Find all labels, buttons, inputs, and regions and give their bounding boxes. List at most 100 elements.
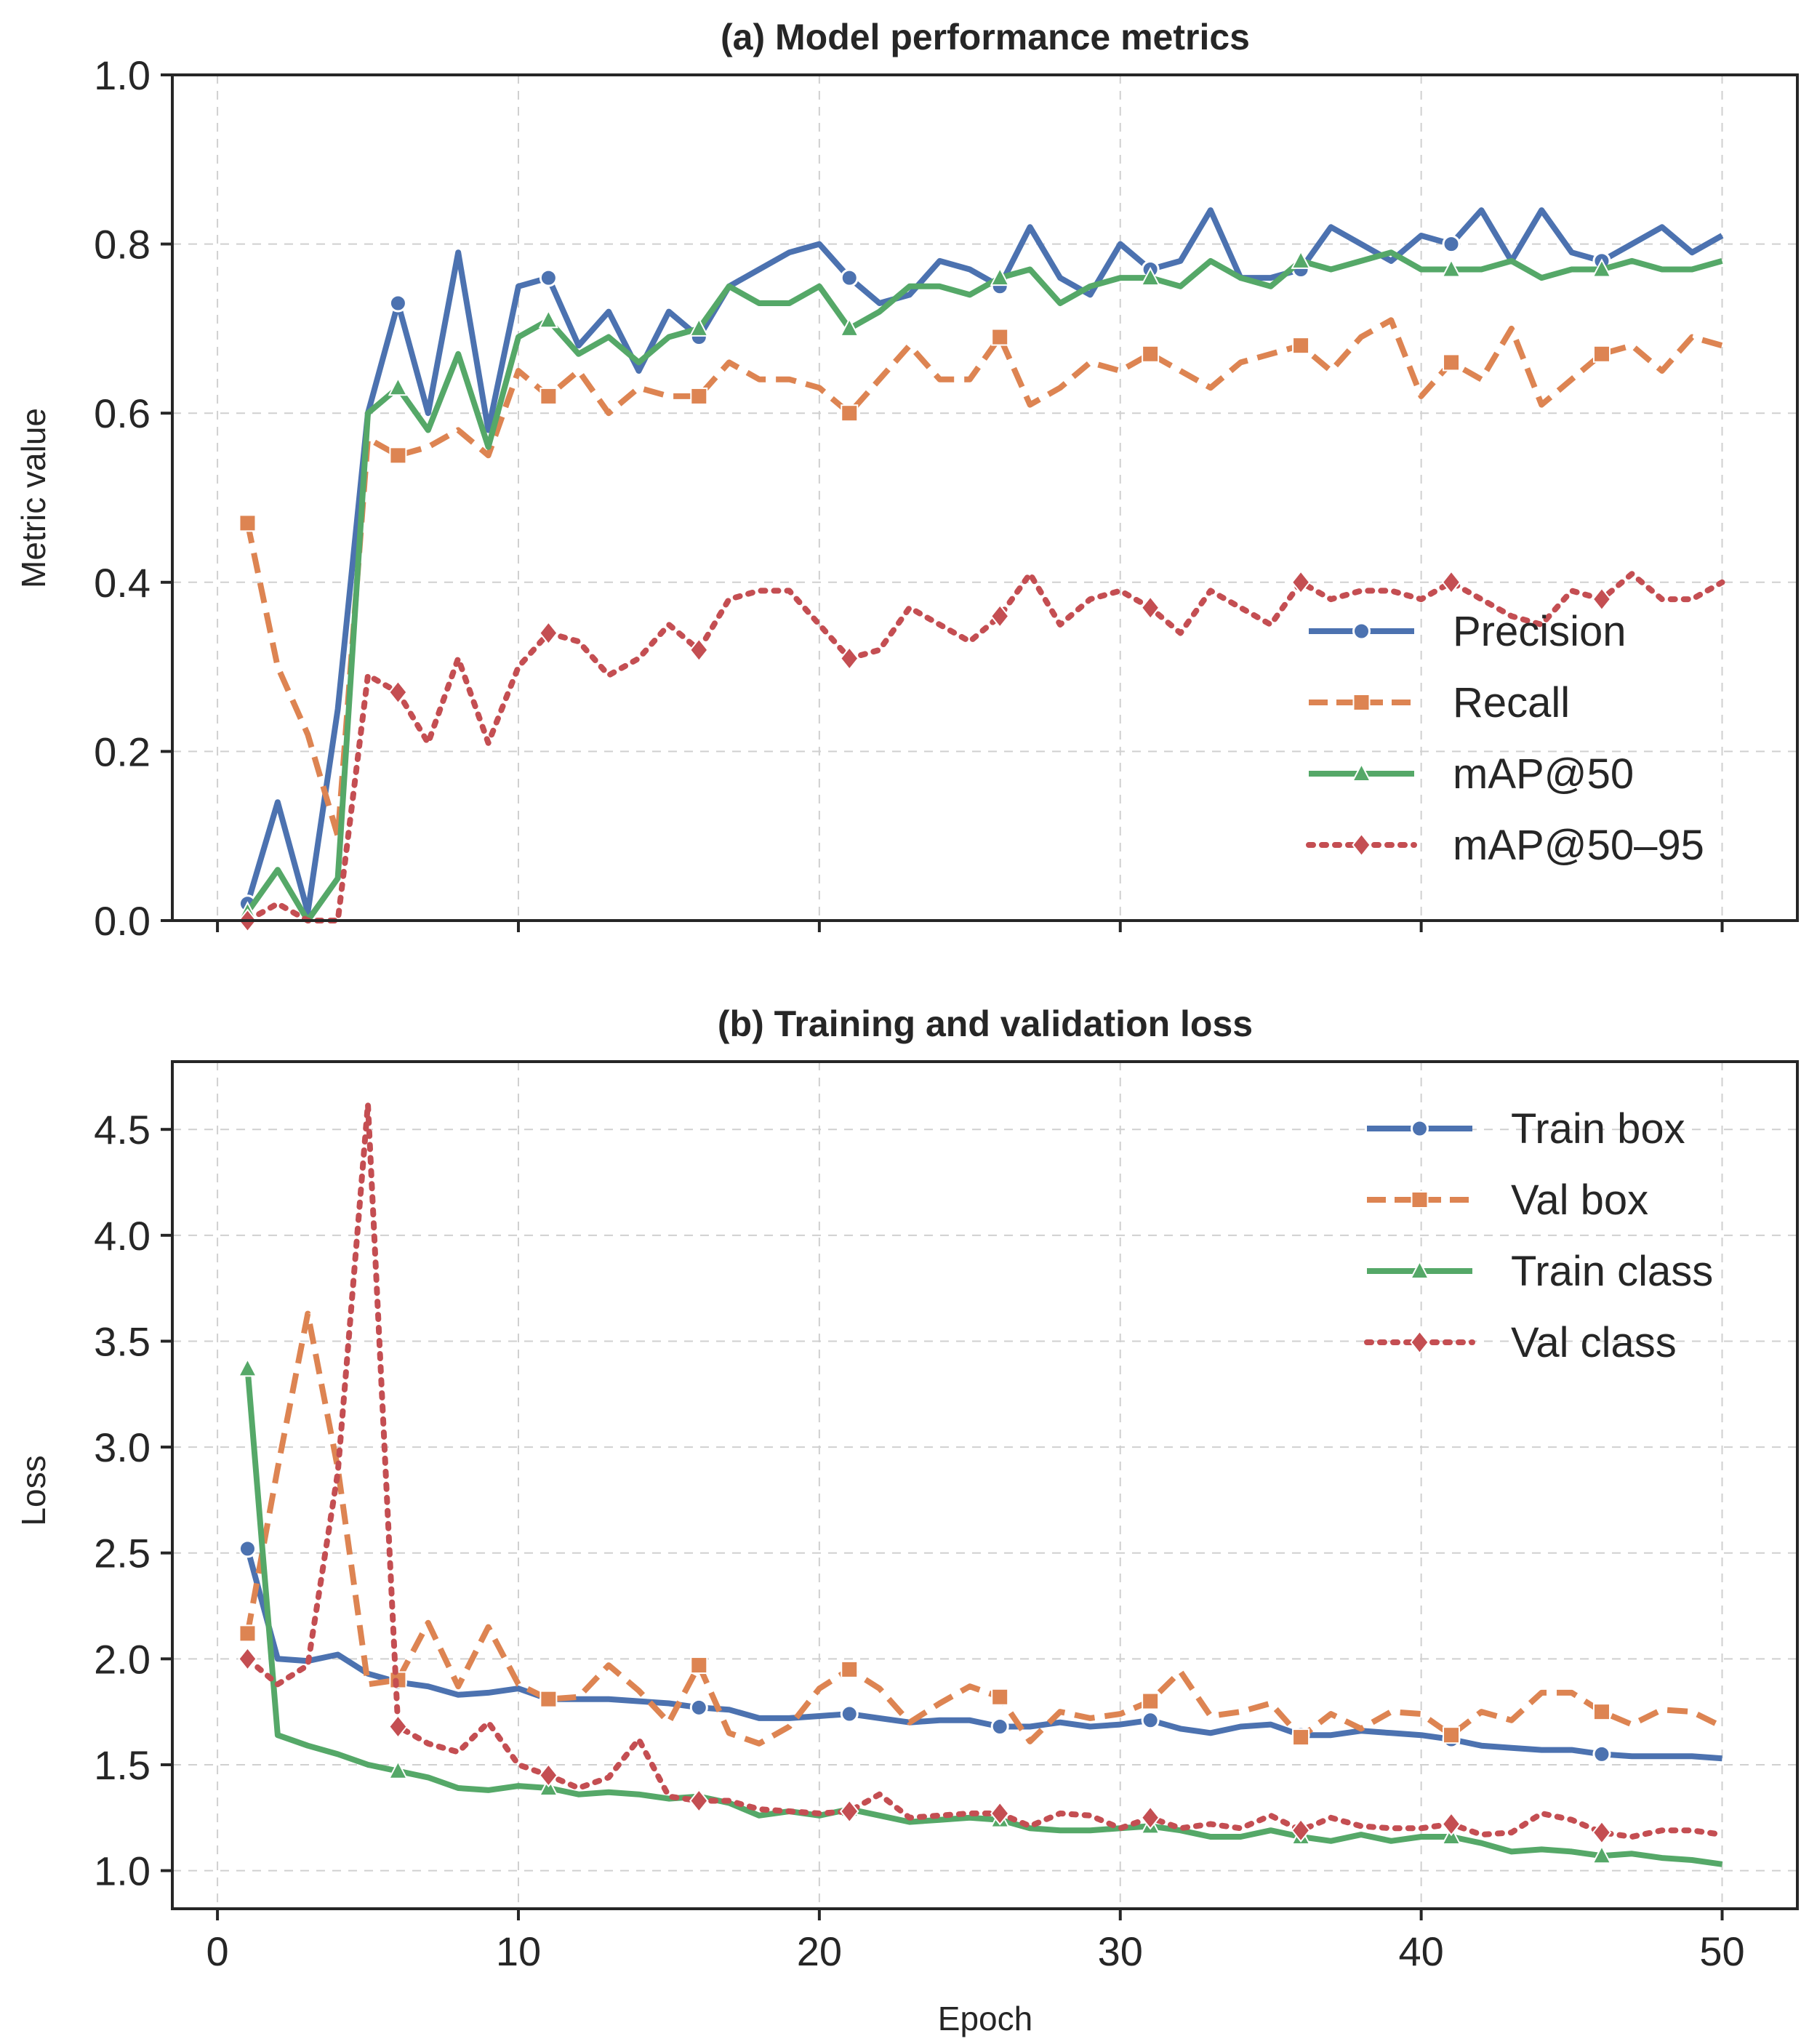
panel-a-legend: Precision Recall mAP@50 mAP@50–95 xyxy=(1306,608,1704,869)
panel-a-series-1-point xyxy=(841,404,859,422)
panel-b-xlabel: Epoch xyxy=(938,2000,1032,2037)
panel-a-series-3-point xyxy=(388,680,408,705)
panel-b-ytick-label: 4.5 xyxy=(94,1107,151,1153)
panel-b-series-1-point xyxy=(1592,1703,1611,1721)
panel-b-xtick-label: 50 xyxy=(1699,1928,1744,1974)
panel-b-ytick-label: 1.0 xyxy=(94,1848,151,1894)
panel-b-legend-marker-1 xyxy=(1411,1191,1429,1209)
panel-a-metrics: (a) Model performance metrics 0.00.20.40… xyxy=(15,17,1799,944)
panel-b-series-1-point xyxy=(238,1624,257,1643)
panel-a-title: (a) Model performance metrics xyxy=(721,17,1250,57)
panel-b-xtick-label: 40 xyxy=(1398,1928,1443,1974)
panel-b-series-3-point xyxy=(1441,1811,1461,1837)
panel-b-series xyxy=(237,1101,1725,1867)
panel-a-series-0-point xyxy=(1442,235,1461,254)
panel-b-series-3-point xyxy=(1592,1820,1612,1845)
panel-a-legend-label-2: mAP@50 xyxy=(1453,750,1634,798)
panel-b-xtick-label: 20 xyxy=(797,1928,842,1974)
panel-b-series-0-point xyxy=(840,1704,859,1723)
panel-b-series-1-point xyxy=(991,1688,1009,1706)
panel-a-series xyxy=(237,207,1725,933)
panel-a-series-2-point xyxy=(1592,258,1612,278)
panel-a-series-1-point xyxy=(991,328,1009,346)
panel-a-legend-marker-2 xyxy=(1351,762,1372,782)
panel-a-ytick-label: 0.4 xyxy=(94,560,151,606)
panel-b-series-0-point xyxy=(689,1698,708,1717)
panel-a-series-line-1 xyxy=(244,317,1723,839)
panel-a-series-1-point xyxy=(238,514,257,532)
panel-a-legend-marker-3 xyxy=(1352,833,1371,857)
panel-a-grid xyxy=(172,74,1797,921)
panel-a-series-1-point xyxy=(690,387,708,405)
panel-a-series-3-point xyxy=(1291,570,1311,595)
panel-a-series-1-point xyxy=(389,446,407,465)
panel-a-series-1-point xyxy=(1292,337,1310,355)
panel-b-legend-label-3: Val class xyxy=(1511,1319,1677,1366)
panel-b-ytick-label: 3.5 xyxy=(94,1318,151,1364)
panel-b-ytick-label: 3.0 xyxy=(94,1424,151,1470)
panel-a-ytick-label: 0.2 xyxy=(94,729,151,774)
panel-a-series-0-point xyxy=(539,268,558,287)
panel-b-loss: (b) Training and validation loss 0 10 20 30… xyxy=(15,1003,1799,2037)
panel-a-series-2-point xyxy=(839,317,859,337)
panel-a-series-3-point xyxy=(839,646,859,671)
panel-b-series-1-point xyxy=(1142,1692,1160,1710)
panel-a-series-3-point xyxy=(1592,587,1612,612)
panel-b-series-3-point xyxy=(388,1714,408,1739)
panel-a-legend-label-1: Recall xyxy=(1453,679,1570,726)
panel-a-series-2-point xyxy=(990,266,1010,286)
panel-b-series-0-point xyxy=(1141,1711,1160,1730)
panel-a-series-1-point xyxy=(1443,353,1461,372)
panel-b-series-line-0 xyxy=(244,1547,1722,1762)
panel-b-series-3-point xyxy=(839,1799,859,1824)
panel-a-series-2-point xyxy=(388,377,409,396)
panel-b-series-0-point xyxy=(990,1718,1009,1736)
panel-b-series-2-point xyxy=(388,1760,409,1779)
panel-b-series-1-point xyxy=(1292,1728,1310,1747)
panel-b-series-3-point xyxy=(990,1801,1010,1826)
panel-b-series-1-point xyxy=(540,1690,558,1708)
panel-b-legend-marker-3 xyxy=(1410,1330,1429,1355)
panel-b-legend-label-1: Val box xyxy=(1511,1177,1648,1224)
panel-a-series-3-point xyxy=(1140,596,1160,620)
panel-b-series-1-point xyxy=(690,1656,708,1675)
panel-a-series-3-point xyxy=(1441,570,1461,595)
panel-a-series-2-point xyxy=(1140,266,1160,286)
panel-b-ticks: 0 10 20 30 40 50 1.0 1.5 2.0 2.5 3.0 3.5 4.0 4.5 xyxy=(94,1107,1745,1974)
panel-b-series-2-point xyxy=(1592,1845,1612,1864)
panel-a-legend-marker-1 xyxy=(1352,694,1371,711)
panel-a-series-1-point xyxy=(1592,345,1611,363)
panel-a-series-1-point xyxy=(540,387,558,405)
panel-a-ticks: 0.0 0.2 0.4 0.6 0.8 1.0 xyxy=(94,52,1724,944)
panel-b-title: (b) Training and validation loss xyxy=(718,1003,1253,1044)
panel-b-series-1-point xyxy=(1443,1726,1461,1744)
panel-a-ylabel: Metric value xyxy=(15,408,52,588)
panel-b-legend-label-0: Train box xyxy=(1511,1105,1685,1153)
panel-a-series-line-3 xyxy=(244,571,1725,923)
panel-b-legend-label-2: Train class xyxy=(1511,1248,1713,1295)
panel-b-ytick-label: 2.5 xyxy=(94,1531,151,1576)
panel-b-ytick-label: 1.5 xyxy=(94,1742,151,1788)
panel-a-legend-marker-0 xyxy=(1352,622,1371,641)
panel-a-ytick-label: 0.8 xyxy=(94,222,151,268)
panel-a-series-2-point xyxy=(689,317,709,337)
panel-b-xtick-label: 0 xyxy=(206,1928,229,1974)
panel-b-series-3-point xyxy=(1140,1805,1160,1830)
panel-b-xtick-label: 10 xyxy=(496,1928,541,1974)
panel-b-ylabel: Loss xyxy=(15,1455,52,1526)
panel-a-legend-label-0: Precision xyxy=(1453,608,1627,655)
panel-a-series-0-point xyxy=(388,294,407,313)
panel-b-series-0-point xyxy=(1592,1744,1611,1763)
panel-b-ytick-label: 2.0 xyxy=(94,1636,151,1682)
panel-a-ytick-label: 0.6 xyxy=(94,390,151,436)
panel-a-ytick-label: 0.0 xyxy=(94,898,151,944)
panel-a-frame xyxy=(171,73,1799,922)
panel-b-series-1-point xyxy=(841,1660,859,1678)
panel-a-legend-label-3: mAP@50–95 xyxy=(1453,822,1704,869)
panel-a-series-line-2 xyxy=(245,249,1723,923)
panel-b-series-line-2 xyxy=(244,1368,1723,1867)
panel-a-ytick-label: 1.0 xyxy=(94,52,151,98)
panel-b-xtick-label: 30 xyxy=(1098,1928,1143,1974)
panel-b-series-line-3 xyxy=(244,1101,1725,1840)
